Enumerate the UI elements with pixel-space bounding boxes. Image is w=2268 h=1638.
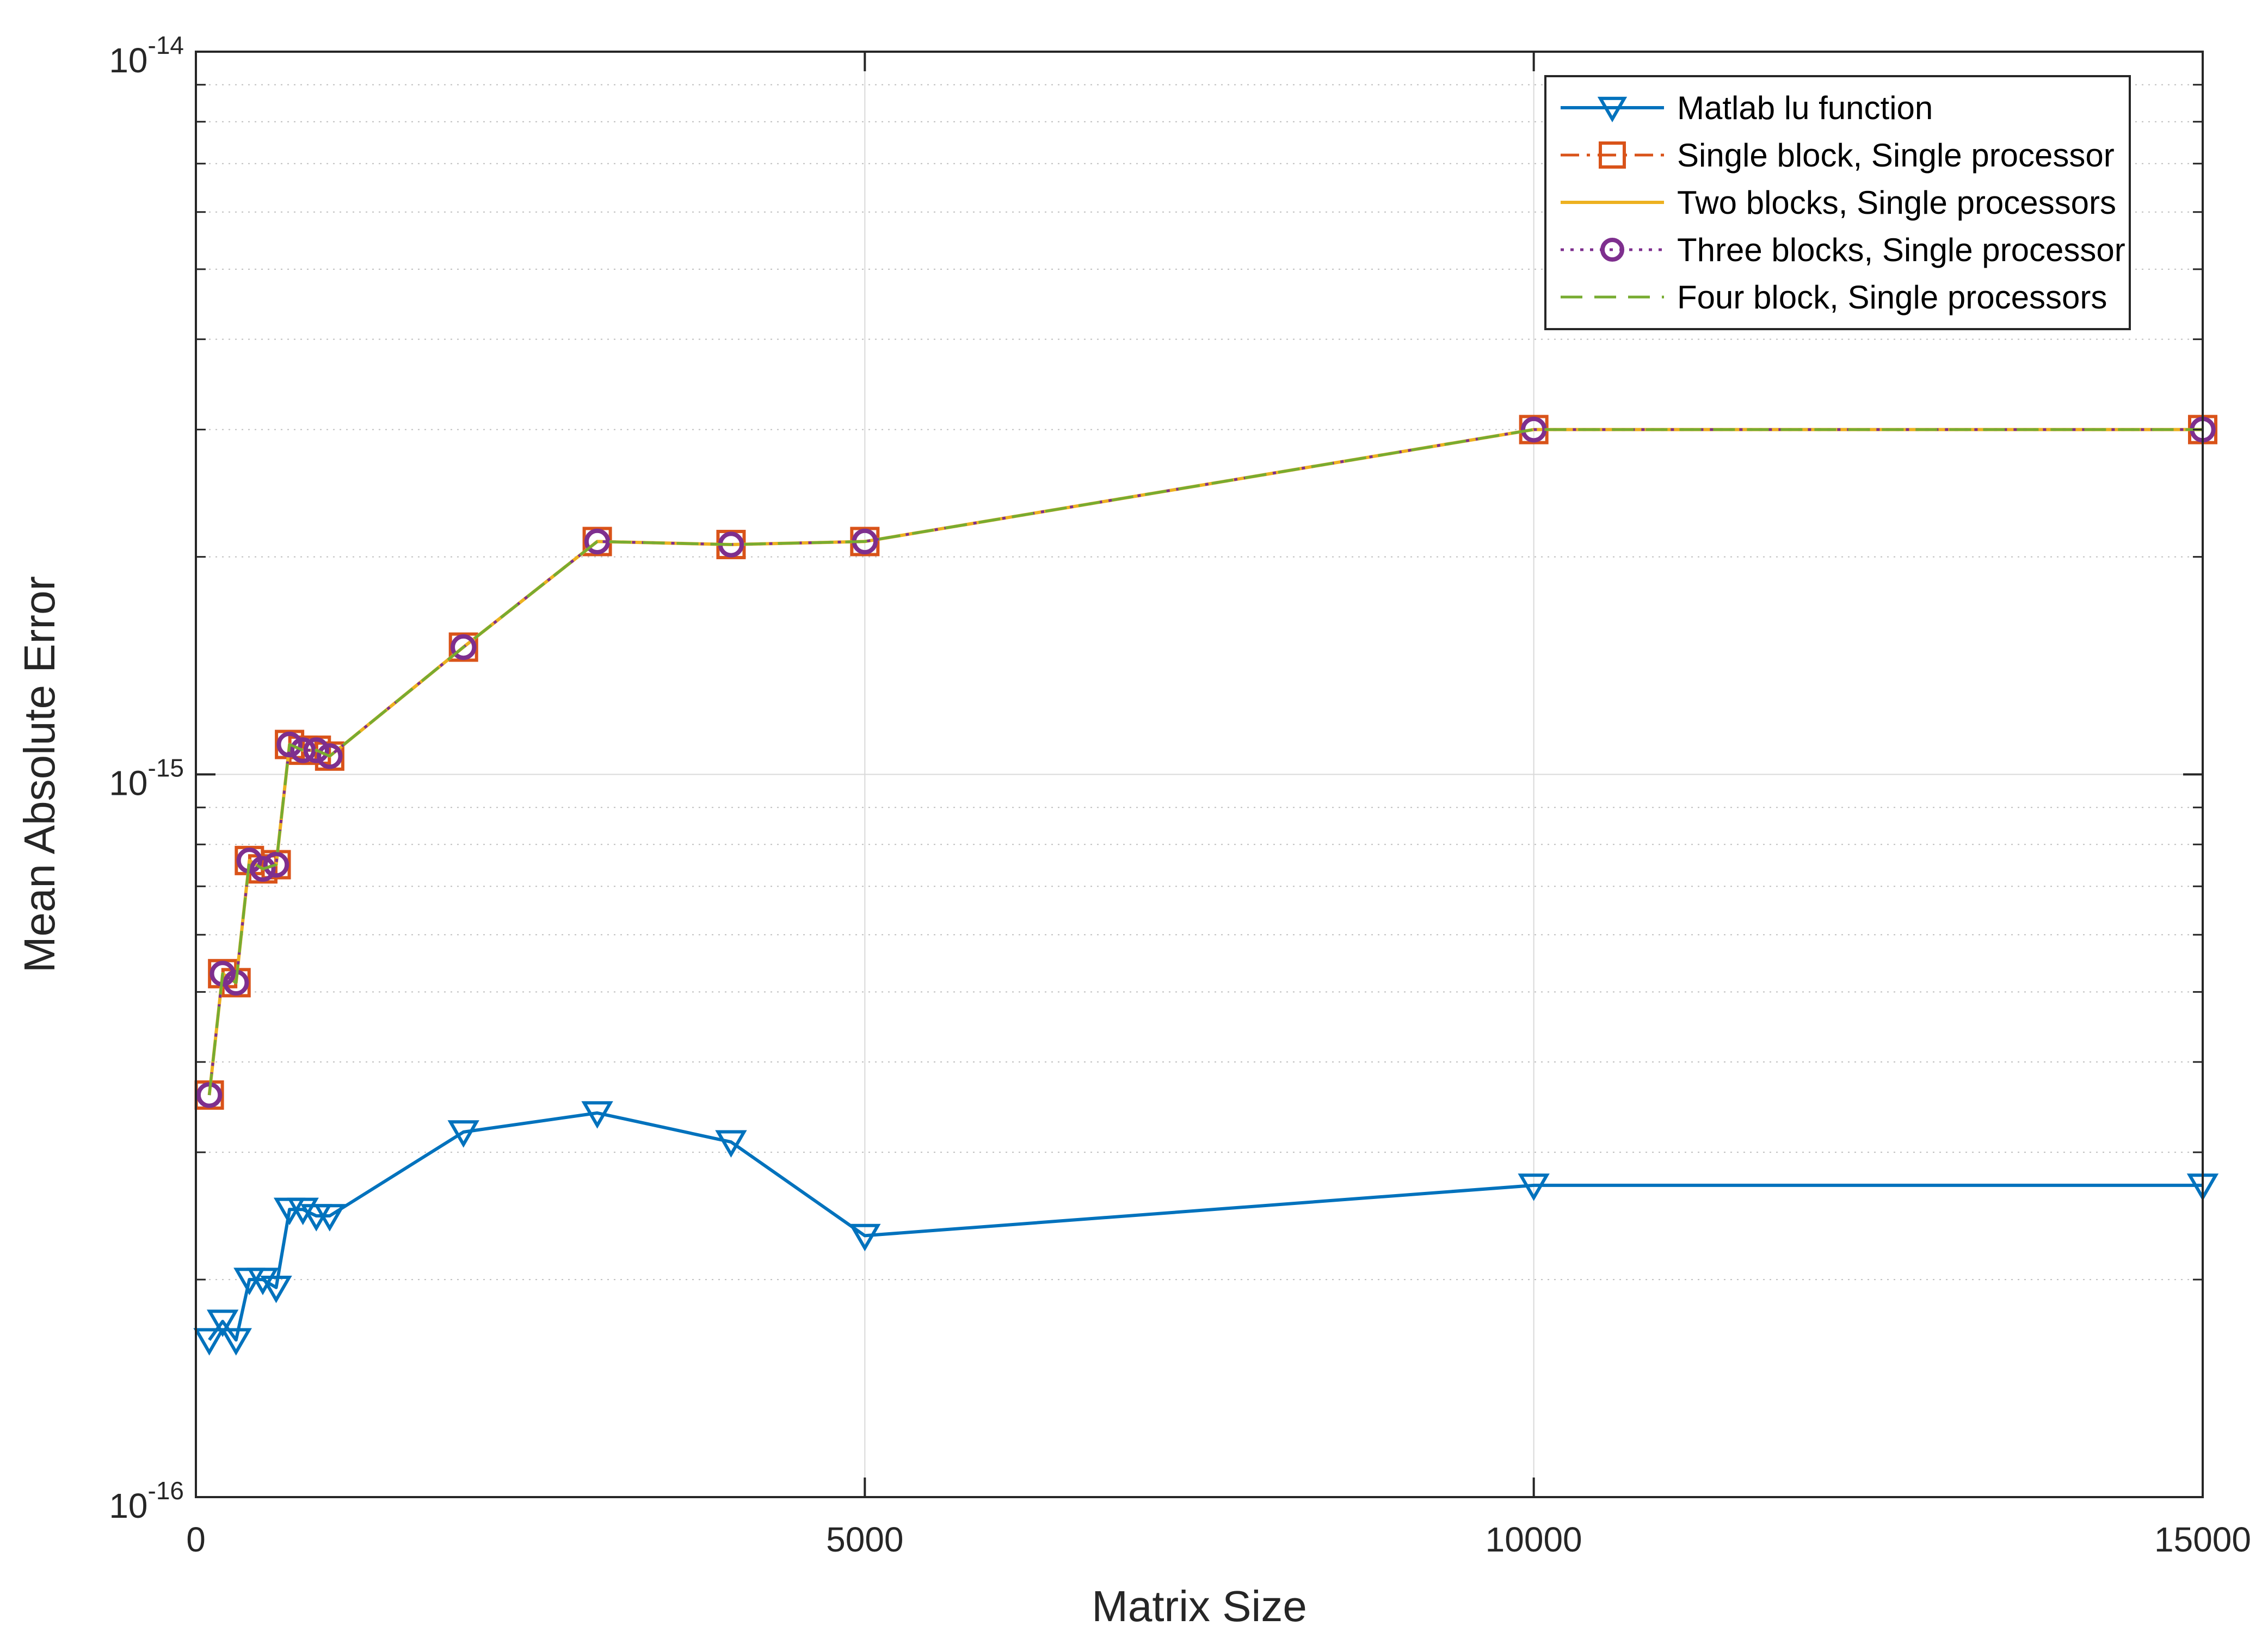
data-point	[451, 634, 477, 660]
legend-label-4: Four block, Single processors	[1677, 279, 2107, 316]
series-line-3	[208, 428, 2203, 1096]
tick-labels: 0 5000 10000 15000 10-16 10-15 10-14	[109, 31, 2251, 1559]
data-point	[250, 856, 276, 882]
data-point	[447, 1120, 479, 1148]
x-axis-label: Matrix Size	[1092, 1582, 1307, 1630]
data-point	[317, 743, 343, 769]
data-point	[276, 731, 303, 758]
legend-label-3: Three blocks, Single processor	[1677, 232, 2125, 268]
data-point	[849, 1223, 881, 1252]
data-point	[193, 1328, 225, 1356]
data-point	[287, 1197, 319, 1226]
data-point	[206, 1309, 239, 1337]
data-point	[260, 1275, 292, 1303]
series-0	[193, 1101, 2219, 1356]
y-tick-label-1: 10-15	[109, 754, 184, 803]
legend-marker-3	[1600, 237, 1625, 262]
data-point	[313, 1204, 346, 1232]
legend: Matlab lu function Single block, Single p…	[1544, 75, 2131, 330]
x-tick-label-1: 5000	[826, 1520, 903, 1559]
data-point	[581, 1101, 613, 1129]
legend-label-1: Single block, Single processor	[1677, 137, 2115, 174]
data-point	[246, 1268, 279, 1295]
data-point	[303, 737, 329, 763]
series-line-4	[208, 428, 2203, 1096]
data-point	[220, 1328, 252, 1356]
y-axis-label: Mean Absolute Error	[15, 576, 64, 973]
legend-label-2: Two blocks, Single processors	[1677, 184, 2116, 221]
y-tick-label-0: 10-16	[109, 1476, 184, 1525]
legend-label-0: Matlab lu function	[1677, 90, 1933, 126]
data-point	[263, 851, 289, 878]
series-4	[208, 428, 2203, 1096]
x-tick-label-2: 10000	[1486, 1520, 1582, 1559]
data-point	[1518, 1173, 1550, 1201]
x-tick-label-3: 15000	[2154, 1520, 2251, 1559]
legend-marker-1	[1599, 141, 1626, 169]
legend-marker-0	[1597, 96, 1628, 122]
series-3	[196, 416, 2216, 1108]
data-point	[1520, 416, 1547, 443]
data-point	[290, 737, 316, 763]
data-point	[315, 741, 344, 771]
data-point	[448, 632, 478, 662]
axis-ticks	[195, 51, 2204, 1498]
y-tick-label-2: 10-14	[109, 31, 184, 80]
data-point	[715, 1130, 747, 1158]
data-point	[584, 528, 611, 555]
series-layer	[193, 415, 2219, 1356]
x-tick-label-0: 0	[186, 1520, 206, 1559]
